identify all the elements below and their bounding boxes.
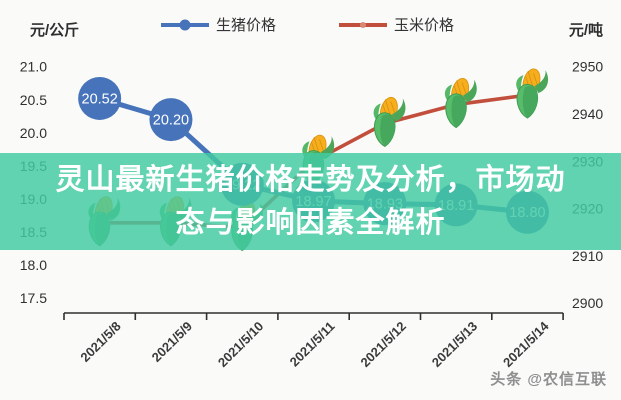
corn-icon [373, 96, 406, 148]
date-label: 2021/5/10 [215, 319, 267, 371]
pig-price-point-label: 20.20 [153, 113, 189, 129]
pig-price-point-label: 20.52 [82, 91, 118, 107]
left-axis-tick-label: 18.0 [20, 257, 47, 273]
pig-price-point [78, 76, 122, 120]
legend-label-pig-price: 生猪价格 [216, 17, 277, 34]
pig-price-point [149, 98, 193, 142]
left-axis-tick-label: 20.0 [20, 125, 47, 141]
date-label: 2021/5/14 [500, 318, 552, 370]
corn-icon [444, 77, 477, 129]
date-label: 2021/5/8 [77, 319, 123, 365]
banner-title-line1: 灵山最新生猪价格走势及分析，市场动 [55, 163, 566, 196]
legend-item-pig-price: 生猪价格 [160, 14, 276, 35]
right-axis-tick-label: 2900 [572, 295, 603, 311]
title-banner: 灵山最新生猪价格走势及分析，市场动 态与影响因素全解析 [0, 153, 621, 250]
left-axis-unit: 元/公斤 [30, 22, 80, 39]
pig-line-marker-icon [160, 19, 210, 31]
corn-icon [516, 68, 549, 119]
left-axis-tick-label: 17.5 [20, 290, 47, 306]
legend-label-corn-price: 玉米价格 [394, 17, 455, 34]
right-axis-unit: 元/吨 [568, 22, 603, 39]
right-axis-tick-label: 2950 [572, 59, 603, 75]
date-label: 2021/5/11 [287, 319, 338, 370]
date-label: 2021/5/9 [149, 319, 195, 365]
banner-title-line2: 态与影响因素全解析 [175, 206, 446, 239]
left-axis-tick-label: 20.5 [20, 92, 47, 108]
date-label: 2021/5/12 [357, 319, 409, 371]
date-label: 2021/5/13 [429, 319, 481, 371]
right-axis-tick-label: 2910 [572, 248, 603, 264]
legend: 生猪价格 玉米价格 [160, 14, 490, 35]
right-axis-tick-label: 2940 [572, 106, 603, 122]
corn-line-marker-icon [338, 19, 388, 31]
left-axis-tick-label: 21.0 [20, 59, 47, 75]
watermark: 头条 @农信互联 [490, 371, 607, 388]
legend-item-corn-price: 玉米价格 [338, 14, 454, 35]
